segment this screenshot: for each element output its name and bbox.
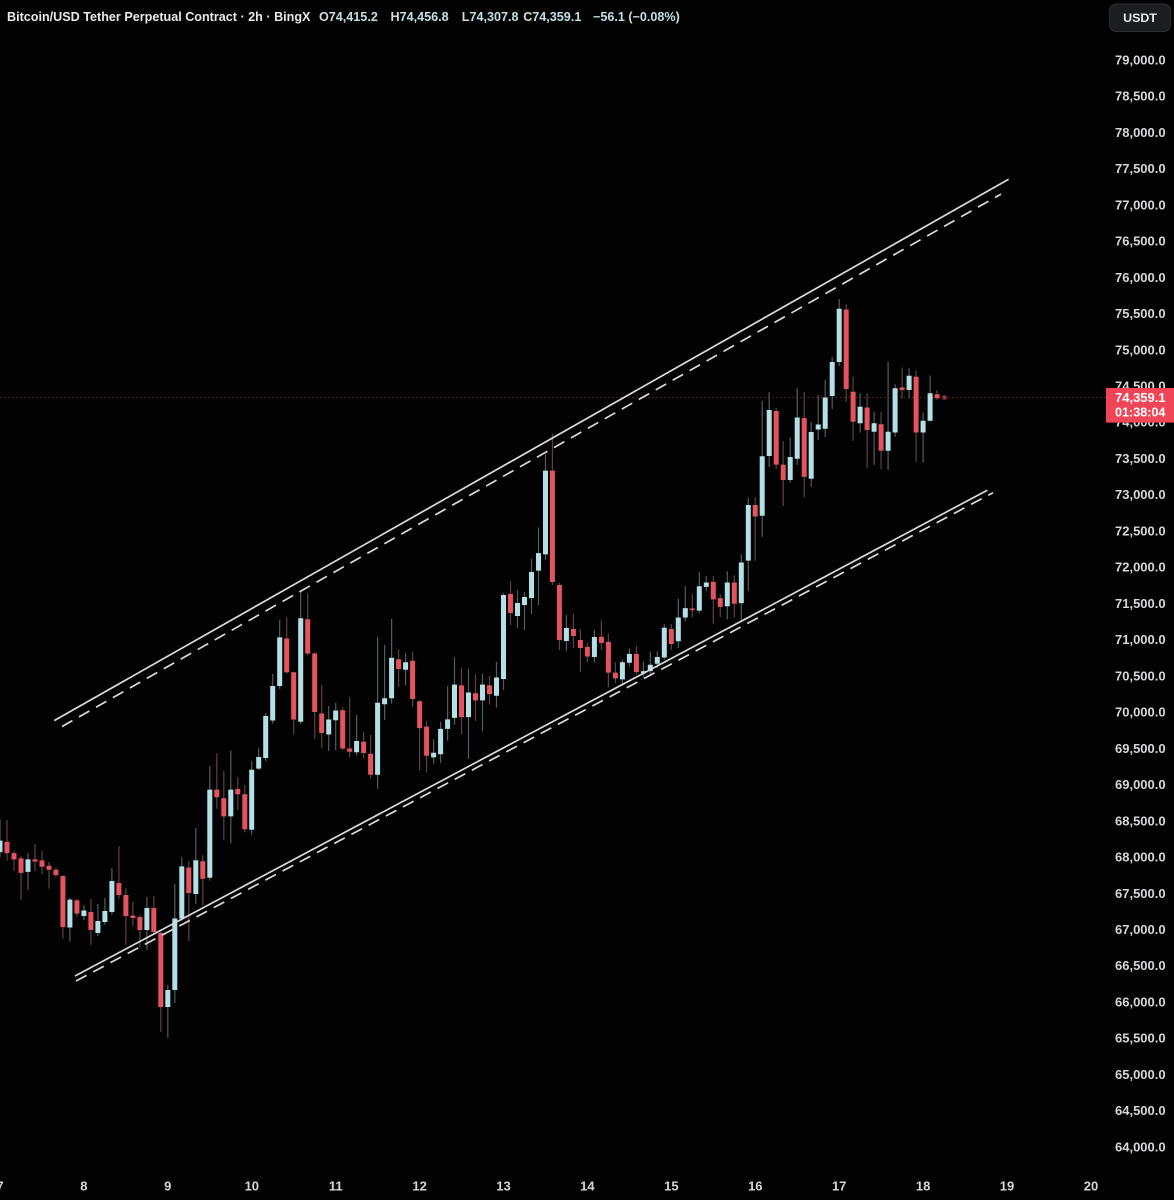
svg-text:71,000.0: 71,000.0 xyxy=(1115,632,1166,647)
svg-text:71,500.0: 71,500.0 xyxy=(1115,596,1166,611)
svg-text:67,000.0: 67,000.0 xyxy=(1115,922,1166,937)
svg-text:15: 15 xyxy=(664,1179,678,1194)
svg-text:70,000.0: 70,000.0 xyxy=(1115,705,1166,720)
svg-text:77,000.0: 77,000.0 xyxy=(1115,197,1166,212)
svg-text:L74,307.8: L74,307.8 xyxy=(462,10,519,24)
svg-text:70,500.0: 70,500.0 xyxy=(1115,668,1166,683)
svg-text:73,500.0: 73,500.0 xyxy=(1115,451,1166,466)
svg-text:69,000.0: 69,000.0 xyxy=(1115,777,1166,792)
svg-text:75,500.0: 75,500.0 xyxy=(1115,306,1166,321)
svg-text:74,359.1: 74,359.1 xyxy=(1115,390,1166,405)
svg-text:7: 7 xyxy=(0,1179,4,1194)
svg-text:67,500.0: 67,500.0 xyxy=(1115,886,1166,901)
svg-text:64,000.0: 64,000.0 xyxy=(1115,1139,1166,1154)
svg-text:H74,456.8: H74,456.8 xyxy=(391,10,449,24)
svg-text:−56.1 (−0.08%): −56.1 (−0.08%) xyxy=(593,10,680,24)
svg-text:8: 8 xyxy=(80,1179,87,1194)
svg-text:68,500.0: 68,500.0 xyxy=(1115,813,1166,828)
svg-text:16: 16 xyxy=(748,1179,762,1194)
svg-text:78,000.0: 78,000.0 xyxy=(1115,125,1166,140)
svg-text:75,000.0: 75,000.0 xyxy=(1115,342,1166,357)
svg-text:66,000.0: 66,000.0 xyxy=(1115,995,1166,1010)
svg-text:77,500.0: 77,500.0 xyxy=(1115,161,1166,176)
svg-text:72,500.0: 72,500.0 xyxy=(1115,523,1166,538)
svg-text:64,500.0: 64,500.0 xyxy=(1115,1103,1166,1118)
svg-text:76,000.0: 76,000.0 xyxy=(1115,270,1166,285)
svg-text:65,500.0: 65,500.0 xyxy=(1115,1031,1166,1046)
svg-text:13: 13 xyxy=(496,1179,510,1194)
svg-text:69,500.0: 69,500.0 xyxy=(1115,741,1166,756)
svg-text:12: 12 xyxy=(412,1179,426,1194)
svg-text:11: 11 xyxy=(329,1179,343,1194)
svg-text:01:38:04: 01:38:04 xyxy=(1115,405,1165,419)
svg-text:19: 19 xyxy=(1000,1179,1014,1194)
svg-text:USDT: USDT xyxy=(1123,11,1157,25)
svg-text:79,000.0: 79,000.0 xyxy=(1115,52,1166,67)
svg-text:76,500.0: 76,500.0 xyxy=(1115,234,1166,249)
svg-text:9: 9 xyxy=(164,1179,171,1194)
svg-text:20: 20 xyxy=(1084,1179,1098,1194)
svg-text:18: 18 xyxy=(916,1179,930,1194)
svg-text:C74,359.1: C74,359.1 xyxy=(523,10,581,24)
svg-text:72,000.0: 72,000.0 xyxy=(1115,560,1166,575)
svg-text:68,000.0: 68,000.0 xyxy=(1115,850,1166,865)
svg-text:10: 10 xyxy=(245,1179,259,1194)
svg-text:17: 17 xyxy=(832,1179,846,1194)
svg-text:Bitcoin/USD Tether Perpetual C: Bitcoin/USD Tether Perpetual Contract · … xyxy=(7,10,311,24)
svg-text:14: 14 xyxy=(580,1179,595,1194)
svg-text:65,000.0: 65,000.0 xyxy=(1115,1067,1166,1082)
svg-text:78,500.0: 78,500.0 xyxy=(1115,89,1166,104)
svg-text:73,000.0: 73,000.0 xyxy=(1115,487,1166,502)
svg-text:66,500.0: 66,500.0 xyxy=(1115,958,1166,973)
svg-text:O74,415.2: O74,415.2 xyxy=(319,10,378,24)
